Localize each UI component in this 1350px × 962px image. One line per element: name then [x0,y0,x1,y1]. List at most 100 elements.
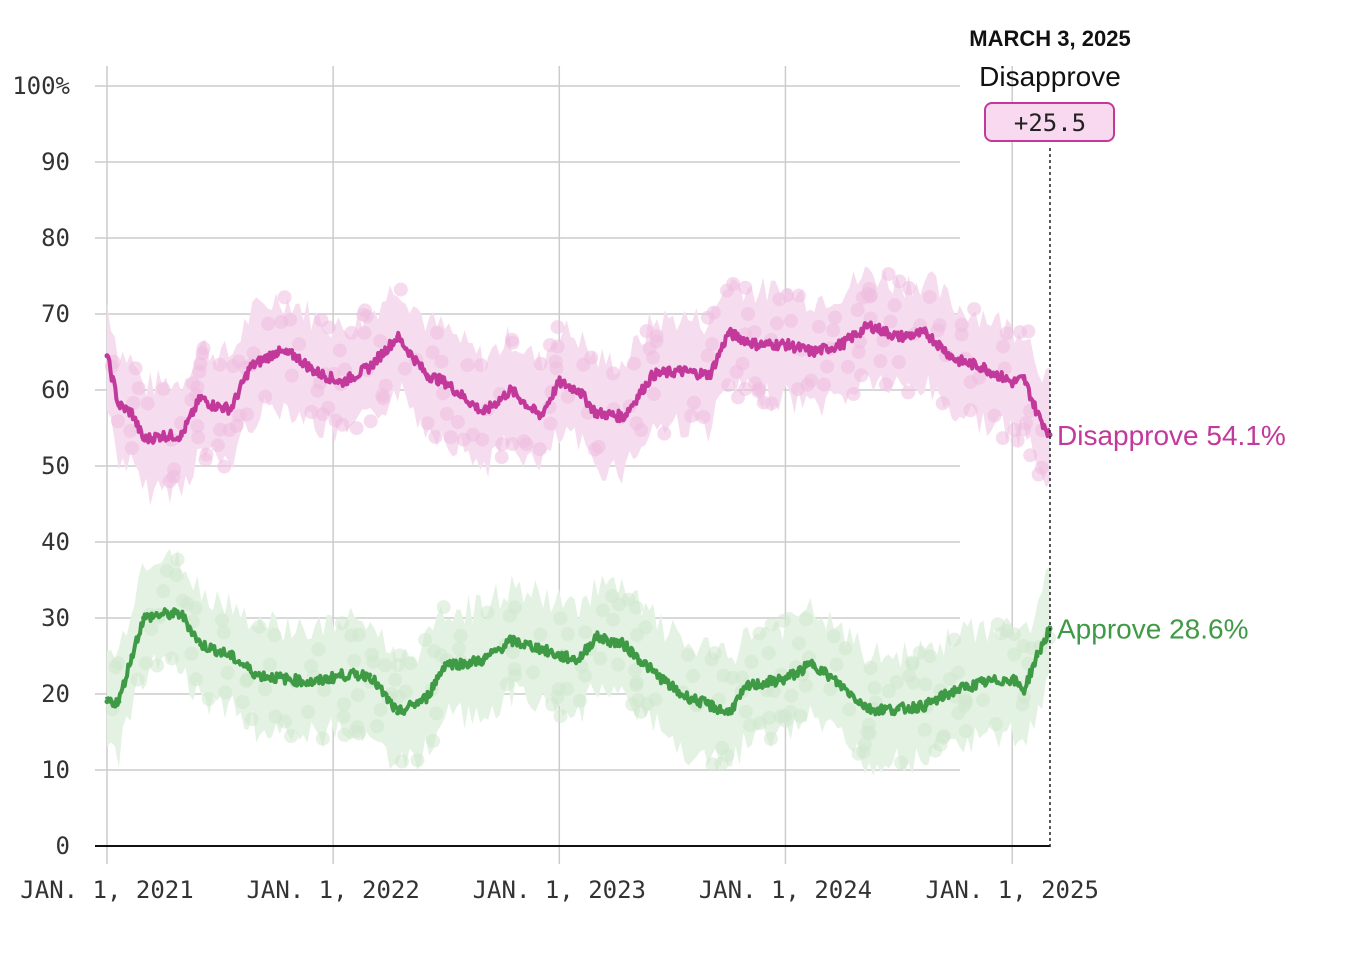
approve-point [1021,687,1027,693]
disapprove-poll-dot [646,350,661,365]
disapprove-point [866,322,872,328]
approve-poll-dot [159,563,174,578]
disapprove-point [228,406,234,412]
approve-point [810,661,816,667]
approve-point [839,683,845,689]
disapprove-point [198,395,204,401]
approve-end-label: Approve 28.6% [1057,614,1248,645]
disapprove-poll-dot [434,354,449,369]
disapprove-poll-dot [277,290,292,305]
disapprove-poll-dot [358,303,372,318]
approve-poll-dot [773,709,788,724]
y-tick-label: 60 [41,376,70,404]
disapprove-poll-dot [800,377,815,392]
disapprove-point [508,387,514,393]
approve-poll-dot [1007,647,1022,662]
approve-poll-dot [156,584,171,598]
approve-point [198,642,204,648]
disapprove-poll-dot [349,421,364,436]
disapprove-poll-dot [475,432,490,447]
approve-poll-dot [763,731,778,746]
y-tick-label: 80 [41,224,70,252]
approve-poll-dot [776,613,791,628]
approve-poll-dot [917,722,932,737]
disapprove-poll-dot [954,327,969,342]
approve-poll-dot [1007,627,1022,642]
disapprove-poll-dot [335,417,350,432]
disapprove-point [367,364,373,370]
disapprove-poll-dot [199,447,214,462]
approve-poll-dot [593,651,608,666]
approve-poll-dot [336,709,351,724]
approve-poll-dot [976,693,990,707]
approve-point [980,680,986,686]
approve-poll-dot [705,757,720,772]
disapprove-point [247,364,253,370]
disapprove-poll-dot [780,288,795,303]
disapprove-poll-dot [852,334,867,349]
approve-poll-dot [851,746,866,761]
disapprove-point [980,364,986,370]
approve-poll-dot [235,695,250,709]
disapprove-poll-dot [995,431,1010,446]
approve-point [866,706,872,712]
disapprove-poll-dot [378,378,393,393]
disapprove-poll-dot [550,320,565,335]
x-tick-label: JAN. 1, 2021 [20,876,193,904]
approve-poll-dot [337,727,352,742]
disapprove-poll-dot [738,280,753,295]
approve-poll-dot [784,688,799,703]
disapprove-poll-dot [649,329,664,344]
approve-poll-dot [138,656,153,671]
disapprove-poll-dot [123,423,138,438]
disapprove-poll-dot [627,356,641,371]
y-tick-label: 90 [41,148,70,176]
disapprove-poll-dot [505,332,519,347]
disapprove-poll-dot [901,385,916,400]
approve-poll-dot [364,647,379,662]
approve-point [311,680,317,686]
disapprove-point [339,379,345,385]
approve-point [209,645,215,651]
approve-poll-dot [395,754,409,769]
approve-poll-dot [863,660,878,675]
disapprove-poll-dot [373,334,388,349]
disapprove-poll-dot [935,396,950,411]
disapprove-poll-dot [729,364,744,379]
disapprove-poll-dot [930,323,945,338]
approve-point [923,702,929,708]
approve-point [462,661,467,667]
disapprove-poll-dot [922,290,937,304]
disapprove-poll-dot [881,267,896,282]
x-axis-ticks: JAN. 1, 2021 JAN. 1, 2022 JAN. 1, 2023 JAN.… [20,876,1099,904]
approve-point [782,676,788,682]
disapprove-poll-dot [873,354,888,368]
disapprove-poll-dot [550,339,565,354]
approve-poll-dot [508,600,522,615]
disapprove-poll-dot [191,430,206,445]
disapprove-point [311,368,317,374]
disapprove-point [481,410,487,416]
disapprove-poll-dot [1023,448,1038,463]
disapprove-point [725,330,731,336]
approve-point [442,661,448,667]
disapprove-poll-dot [751,384,766,398]
disapprove-poll-dot [439,406,454,421]
disapprove-point [650,372,656,378]
approve-poll-dot [378,658,392,673]
approve-poll-dot [130,672,145,687]
disapprove-poll-dot [720,283,734,298]
y-tick-label: 70 [41,300,70,328]
disapprove-poll-dot [1019,416,1034,431]
approve-poll-dot [595,603,610,618]
approve-poll-dot [766,684,781,698]
approve-poll-dot [1017,690,1032,704]
y-tick-label: 0 [56,832,70,860]
approve-poll-dot [988,717,1003,732]
disapprove-poll-dot [292,337,307,352]
approve-poll-dot [578,625,593,640]
disapprove-poll-dot [963,403,978,418]
approve-poll-dot [947,632,962,647]
approve-poll-dot [734,670,749,685]
approve-poll-dot [711,692,726,707]
